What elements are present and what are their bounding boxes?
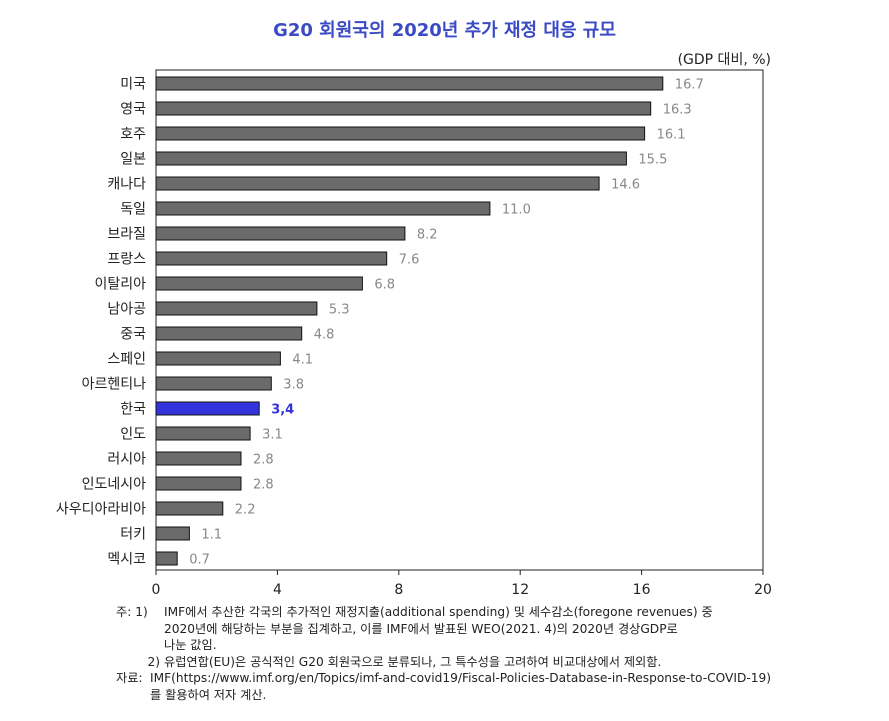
note2-line1: 유럽연합(EU)은 공식적인 G20 회원국으로 분류되나, 그 특수성을 고려… [164,654,662,669]
x-tick-label: 16 [633,582,651,598]
bar-0 [155,76,664,91]
category-label: 호주 [120,127,146,143]
value-label: 7.6 [399,253,420,268]
bar-5 [155,201,491,216]
note1-head: 주: 1) [116,605,148,619]
unit-label: (GDP 대비, %) [677,52,771,68]
bar-1 [155,101,652,116]
bar-7 [155,251,388,266]
bar-16 [155,476,242,491]
category-label: 미국 [120,77,146,93]
bar-14 [155,426,251,441]
bar-8 [155,276,363,291]
value-label: 6.8 [374,278,395,293]
category-label: 중국 [120,327,146,343]
bar-10 [155,326,303,341]
category-label: 캐나다 [107,177,146,193]
category-label: 러시아 [107,452,146,468]
bar-3 [155,151,627,166]
value-label: 2.8 [253,478,274,493]
category-label: 인도 [120,427,146,443]
value-label: 3,4 [271,403,294,418]
value-label: 11.0 [502,203,531,218]
note1-line1: IMF에서 추산한 각국의 추가적인 재정지출(additional spend… [164,605,713,619]
footnotes: 주: 1) IMF에서 추산한 각국의 추가적인 재정지출(additional… [116,604,816,703]
category-label: 독일 [120,202,146,218]
x-tick-label: 0 [152,582,161,598]
value-label: 8.2 [417,228,438,243]
bar-6 [155,226,406,241]
category-label: 스페인 [107,352,146,368]
x-tick-label: 12 [511,582,529,598]
value-label: 5.3 [329,303,350,318]
category-label: 한국 [120,402,146,418]
value-label: 2.2 [235,503,256,518]
x-tick-label: 8 [394,582,403,598]
plot-frame [155,69,764,571]
bar-4 [155,176,600,191]
note1-line2: 2020년에 해당하는 부분을 집계하고, 이를 IMF에서 발표된 WEO(2… [164,621,678,636]
x-tick-label: 4 [273,582,282,598]
value-label: 16.1 [657,128,686,143]
category-label: 인도네시아 [82,477,147,493]
category-label: 멕시코 [107,552,146,568]
bar-13 [155,401,260,416]
bar-19 [155,551,178,566]
source-line2: 를 활용하여 저자 계산. [150,687,267,702]
category-label: 브라질 [107,227,146,243]
category-label: 아르헨티나 [82,377,147,393]
value-label: 16.3 [663,103,692,118]
category-label: 일본 [120,152,146,168]
bar-11 [155,351,281,366]
bar-2 [155,126,646,141]
category-label: 프랑스 [107,252,146,268]
x-tick-label: 20 [754,582,772,598]
bar-15 [155,451,242,466]
value-label: 16.7 [675,78,704,93]
value-label: 1.1 [201,528,222,543]
chart-title: G20 회원국의 2020년 추가 재정 대응 규모 [273,20,616,41]
bar-12 [155,376,272,391]
bar-9 [155,301,318,316]
category-label: 사우디아라비아 [56,502,146,518]
bar-chart: 미국영국호주일본캐나다독일브라질프랑스이탈리아남아공중국스페인아르헨티나한국인도… [56,69,772,598]
value-label: 14.6 [611,178,640,193]
category-label: 남아공 [107,302,146,318]
value-label: 15.5 [638,153,667,168]
value-label: 0.7 [189,553,210,568]
bar-17 [155,501,224,516]
category-label: 터키 [120,527,146,543]
category-label: 이탈리아 [94,277,146,293]
source-head: 자료: [116,671,143,685]
value-label: 4.8 [314,328,335,343]
note1-line3: 나눈 값임. [164,638,217,652]
value-label: 3.1 [262,428,283,443]
value-label: 3.8 [283,378,304,393]
value-label: 2.8 [253,453,274,468]
note2-head: 2) [147,654,160,669]
value-label: 4.1 [292,353,313,368]
category-label: 영국 [120,102,146,118]
bar-18 [155,526,190,541]
source-line1: IMF(https://www.imf.org/en/Topics/imf-an… [150,671,771,685]
